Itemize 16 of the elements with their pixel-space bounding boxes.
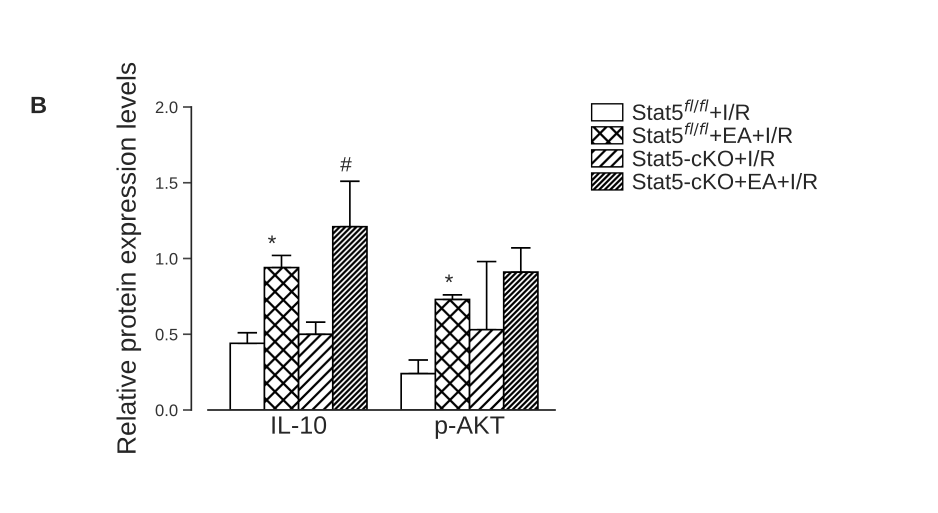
x-tick-label: IL-10 [272,416,326,434]
y-tick-label: 0.0 [156,404,178,416]
y-tick-label: 1.0 [156,252,178,265]
legend-label: Stat5-cKO+I/R [632,150,774,166]
y-tick-label: 1.5 [156,177,178,189]
x-tick-label: p-AKT [436,416,504,439]
annotation: * [268,235,276,244]
y-axis-title: Relative protein expression levels [116,62,142,453]
y-tick-label: 0.5 [156,328,178,340]
legend-label: Stat5$^{fl/fl}$+I/R [632,100,750,120]
annotation: # [340,157,352,172]
text: B [32,96,46,114]
y-tick-label: 2.0 [156,101,178,114]
legend-label: Stat5$^{fl/fl}$+EA+I/R [632,122,792,144]
legend-label: Stat5-cKO+EA+I/R [632,173,818,190]
annotation: * [445,274,453,282]
